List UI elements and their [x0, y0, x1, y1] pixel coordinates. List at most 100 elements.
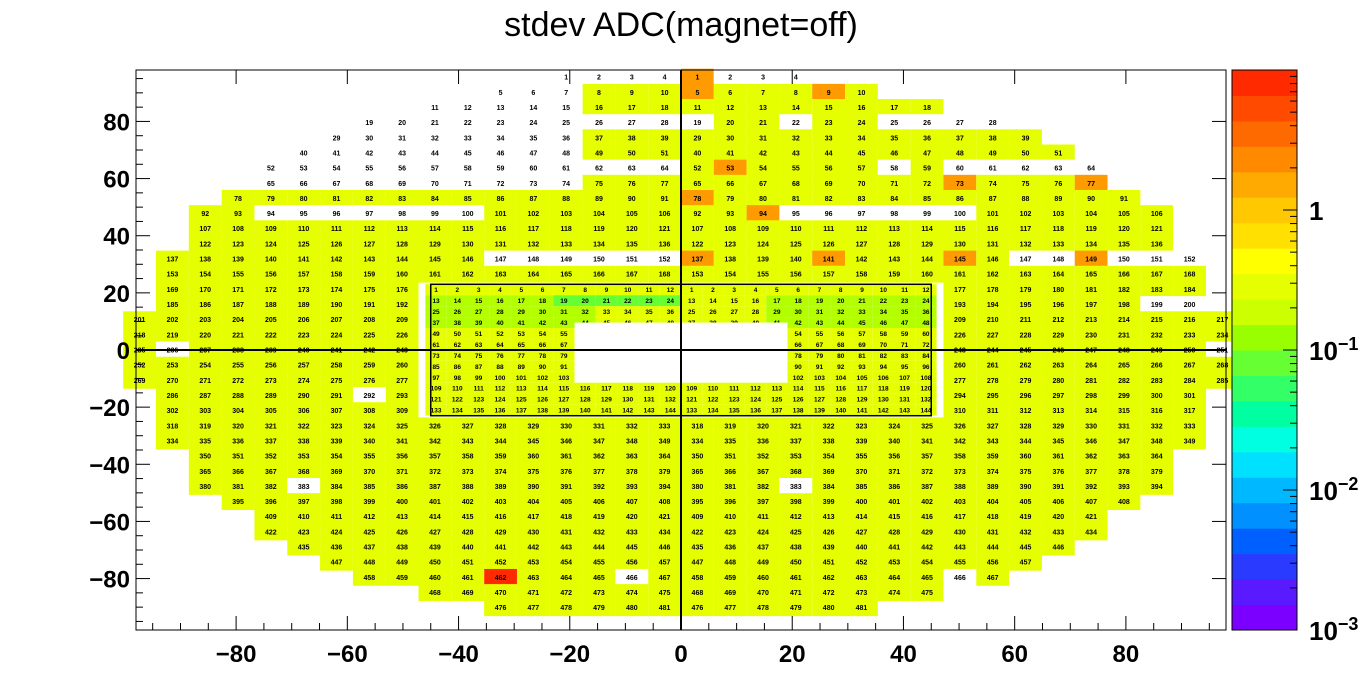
- heatmap-cell: [845, 478, 878, 495]
- heatmap-cell: [830, 349, 852, 361]
- cell-label: 123: [724, 241, 736, 248]
- heatmap-cell: [812, 462, 846, 480]
- cell-label: 416: [495, 514, 507, 521]
- cell-label: 358: [462, 454, 474, 461]
- heatmap-cell: [1041, 387, 1075, 404]
- cell-label: 437: [363, 545, 375, 552]
- heatmap-cell: [385, 387, 419, 404]
- heatmap-cell: [779, 129, 813, 147]
- cell-label: 372: [429, 469, 441, 476]
- heatmap-cell: [615, 83, 649, 101]
- heatmap-cell: [746, 189, 780, 207]
- cell-label: 201: [134, 317, 146, 324]
- cell-label: 439: [823, 545, 835, 552]
- heatmap-cell: [254, 205, 288, 222]
- heatmap-cell: [910, 432, 944, 450]
- heatmap-cell: [425, 338, 447, 350]
- heatmap-cell: [287, 311, 321, 329]
- heatmap-cell: [681, 114, 714, 132]
- heatmap-cell: [510, 382, 532, 394]
- heatmap-cell: [385, 432, 419, 450]
- heatmap-cell: [418, 553, 452, 571]
- cell-label: 401: [888, 499, 900, 506]
- heatmap-cell: [1041, 311, 1075, 329]
- heatmap-cell: [723, 306, 745, 318]
- cell-label: 125: [790, 241, 802, 248]
- cell-label: 389: [495, 484, 507, 491]
- heatmap-cell: [615, 114, 649, 132]
- cell-label: 282: [1118, 378, 1130, 385]
- heatmap-cell: [845, 432, 878, 450]
- heatmap-cell: [845, 462, 878, 480]
- heatmap-cell: [915, 382, 937, 394]
- cell-label: 378: [626, 469, 638, 476]
- heatmap-cell: [851, 404, 873, 416]
- heatmap-cell: [681, 584, 714, 601]
- cell-label: 3: [477, 287, 481, 294]
- heatmap-cell: [648, 523, 681, 541]
- cell-label: 114: [429, 226, 440, 233]
- cell-label: 384: [331, 484, 343, 491]
- heatmap-cell: [254, 159, 288, 177]
- heatmap-cell: [943, 174, 977, 192]
- heatmap-cell: [484, 129, 517, 147]
- cell-label: 404: [987, 499, 999, 506]
- cell-label: 206: [298, 317, 310, 324]
- heatmap-cell: [1041, 432, 1075, 450]
- cell-label: 149: [1085, 257, 1097, 264]
- cell-label: 33: [858, 309, 866, 316]
- y-tick-label: −40: [89, 452, 130, 479]
- heatmap-cell: [352, 568, 386, 586]
- cell-label: 182: [1118, 287, 1130, 294]
- heatmap-cell: [943, 568, 977, 586]
- cell-label: 459: [724, 575, 736, 582]
- heatmap-cell: [1107, 462, 1141, 480]
- heatmap-cell: [156, 402, 189, 420]
- cell-label: 46: [880, 320, 888, 327]
- cell-label: 412: [790, 514, 802, 521]
- cell-label: 272: [232, 378, 244, 385]
- heatmap-cell: [385, 220, 419, 238]
- heatmap-cell: [1140, 447, 1174, 465]
- heatmap-cell: [385, 205, 419, 222]
- heatmap-cell: [549, 462, 583, 480]
- heatmap-cell: [385, 493, 419, 511]
- cell-label: 138: [793, 408, 804, 415]
- heatmap-cell: [574, 306, 596, 318]
- heatmap-cell: [893, 349, 916, 361]
- heatmap-cell: [188, 417, 222, 435]
- cell-label: 369: [823, 469, 835, 476]
- cell-label: 138: [537, 408, 548, 415]
- heatmap-cell: [553, 371, 575, 383]
- heatmap-cell: [287, 356, 321, 374]
- cell-label: 66: [795, 342, 803, 349]
- heatmap-cell: [1009, 205, 1042, 222]
- heatmap-cell: [595, 295, 618, 307]
- cell-label: 122: [708, 397, 719, 404]
- cell-label: 216: [1184, 317, 1196, 324]
- cell-label: 108: [724, 226, 736, 233]
- cell-label: 362: [1085, 454, 1097, 461]
- heatmap-cell: [221, 220, 255, 238]
- heatmap-cell: [943, 462, 977, 480]
- heatmap-cell: [287, 265, 321, 283]
- colorbar-segment: [1232, 604, 1297, 631]
- heatmap-cell: [221, 447, 255, 465]
- cell-label: 156: [265, 272, 277, 279]
- cell-label: 261: [987, 363, 999, 370]
- cell-label: 404: [528, 499, 540, 506]
- heatmap-cell: [484, 417, 517, 435]
- heatmap-cell: [549, 99, 583, 116]
- cell-label: 90: [1087, 196, 1095, 203]
- heatmap-cell: [779, 478, 813, 495]
- heatmap-cell: [943, 296, 977, 313]
- cell-label: 349: [659, 438, 671, 445]
- heatmap-cell: [746, 599, 780, 617]
- heatmap-cell: [702, 306, 724, 318]
- heatmap-cell: [648, 553, 681, 571]
- heatmap-cell: [1041, 326, 1075, 344]
- heatmap-cell: [877, 568, 911, 586]
- heatmap-cell: [1074, 387, 1108, 404]
- heatmap-cell: [877, 205, 911, 222]
- heatmap-cell: [352, 371, 386, 389]
